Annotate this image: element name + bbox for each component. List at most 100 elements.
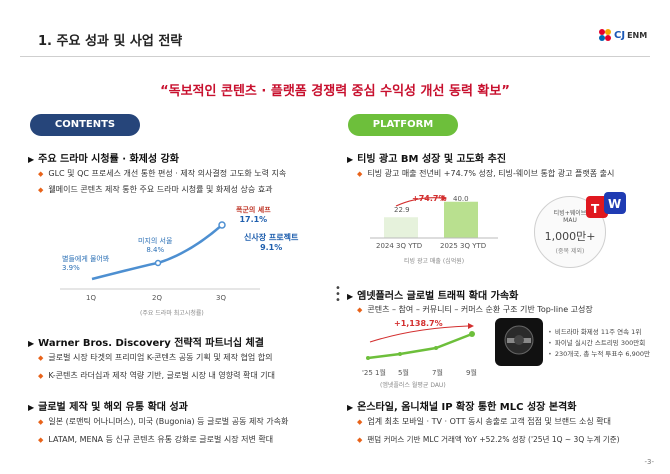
dau-x-tick-4: 9월 — [466, 369, 477, 377]
right-s3-bullet: ◆ 팬덤 커머스 기반 MLC 거래액 YoY +52.2% 성장 ('25년 1… — [357, 434, 620, 445]
dau-point-3 — [434, 346, 438, 350]
mnet-stat-3: • 230개국, 총 누적 투표수 6,900만 — [548, 348, 650, 358]
ad-growth-label: +74.7% — [412, 194, 447, 203]
bullet-icon: ◆ — [357, 306, 363, 314]
ad-value-2024: 22.9 — [394, 206, 410, 214]
drama-value-1: 3.9% — [62, 264, 80, 272]
triangle-icon: ▶ — [347, 403, 354, 412]
x-tick-2q: 2Q — [152, 294, 162, 302]
right-s2-bullet-text-0: 콘텐츠 – 참여 – 커뮤니티 – 커머스 순환 구조 기반 Top-line … — [367, 305, 593, 314]
left-section-2-title-text: Warner Bros. Discovery 전략적 파트너십 체결 — [38, 338, 264, 349]
right-s3-bullet-text-0: 업계 최초 모바일 · TV · OTT 동시 송출로 고객 접점 및 브랜드 … — [367, 417, 612, 426]
platform-pill: PLATFORM — [348, 114, 458, 136]
svg-text:T: T — [591, 202, 600, 216]
bullet-icon: ◆ — [357, 436, 363, 444]
section-divider-dots: • • • — [335, 283, 341, 306]
mnet-stat-1: • 비드라마 화제성 11주 연속 1위 — [548, 326, 641, 336]
left-s3-bullet-text-1: LATAM, MENA 등 신규 콘텐츠 유통 강화로 글로벌 시장 저변 확대 — [48, 435, 274, 444]
left-s2-bullet-text-0: 글로벌 시장 타겟의 프리미엄 K-콘텐츠 공동 기획 및 제작 협업 합의 — [48, 353, 273, 362]
drama-value-3: 17.1% — [239, 215, 268, 224]
bullet-icon: ◆ — [38, 436, 44, 444]
right-s3-bullet: ◆ 업계 최초 모바일 · TV · OTT 동시 송출로 고객 접점 및 브랜드… — [357, 416, 611, 427]
left-s2-bullet: ◆ K-콘텐츠 라더십과 제작 역량 기반, 글로벌 시장 내 영향력 확대 기대 — [38, 370, 275, 381]
left-s1-bullet-text-0: GLC 및 QC 프로세스 개선 통한 편성 · 제작 의사결정 고도화 노력 … — [48, 169, 287, 178]
drama-chart-note: (주요 드라마 최고시청률) — [140, 310, 204, 317]
cj-enm-logo: CJ ENM — [598, 28, 647, 42]
dau-growth-chart — [366, 323, 475, 360]
drama-name-4: 신사장 프로젝트 — [244, 233, 299, 242]
drama-label-1: 별들에게 물어봐 3.9% — [62, 254, 109, 272]
drama-name-1: 별들에게 물어봐 — [62, 255, 110, 263]
bullet-icon: ◆ — [38, 354, 44, 362]
small-bullet-icon: • — [548, 328, 552, 336]
drama-name-2: 미지의 서울 — [138, 237, 173, 245]
triangle-icon: ▶ — [28, 339, 35, 348]
mau-title-1: 티빙+웨이브 — [553, 210, 587, 217]
ad-caption: 티빙 광고 매출 (십억원) — [404, 256, 464, 265]
drama-point-3q — [218, 221, 226, 229]
left-s2-bullet-text-1: K-콘텐츠 라더십과 제작 역량 기반, 글로벌 시장 내 영향력 확대 기대 — [48, 371, 276, 380]
header-divider — [20, 56, 650, 57]
small-bullet-icon: • — [548, 350, 552, 358]
ad-caption-text: 티빙 광고 매출 — [404, 258, 441, 265]
dau-x-tick-1: '25 1월 — [362, 369, 386, 377]
mnet-stat-2: • 파이널 실시간 스트리밍 300만회 — [548, 337, 645, 347]
mau-note: (중복 제외) — [555, 248, 585, 255]
dau-x-tick-3: 7월 — [432, 369, 443, 377]
triangle-icon: ▶ — [347, 292, 354, 301]
dau-caption: (엠넷플러스 월평균 DAU) — [380, 382, 446, 389]
drama-label-2: 미지의 서울 8.4% — [138, 236, 172, 254]
dau-line — [367, 332, 473, 360]
mau-value: 1,000만+ — [544, 230, 596, 243]
tving-wavve-logos-icon: T W — [586, 192, 626, 218]
left-section-3-title-text: 글로벌 제작 및 해외 유통 확대 성과 — [38, 402, 188, 413]
cj-logo-icon — [599, 29, 611, 41]
show-thumbnail-icon — [504, 325, 534, 355]
right-section-2-title-text: 엠넷플러스 글로벌 트래픽 확대 가속화 — [357, 291, 519, 302]
dau-point-1 — [366, 356, 370, 360]
left-section-3-title: ▶ 글로벌 제작 및 해외 유통 확대 성과 — [28, 398, 188, 413]
bullet-icon: ◆ — [38, 170, 44, 178]
x-tick-3q: 3Q — [216, 294, 226, 302]
triangle-icon: ▶ — [347, 155, 354, 164]
right-section-3-title: ▶ 온스타일, 옴니채널 IP 확장 통한 MLC 성장 본격화 — [347, 398, 576, 413]
dau-point-2 — [398, 352, 402, 356]
drama-label-3: 폭군의 셰프 17.1% — [236, 205, 271, 224]
left-s1-bullet: ◆ 웰메이드 콘텐츠 제작 통한 주요 드라마 시청률 및 화제성 상승 효과 — [38, 184, 273, 195]
drama-value-4: 9.1% — [260, 243, 283, 252]
mau-title-2: MAU — [563, 217, 577, 224]
ad-revenue-chart — [370, 201, 498, 239]
left-section-1-title-text: 주요 드라마 시청률 · 화제성 강화 — [38, 154, 179, 165]
triangle-icon: ▶ — [28, 403, 35, 412]
ad-value-2025: 40.0 — [453, 195, 469, 203]
left-s3-bullet-text-0: 일본 (로맨틱 어나니머스), 미국 (Bugonia) 등 글로벌 공동 제작… — [48, 417, 289, 426]
dau-point-4 — [469, 331, 475, 337]
page-number: -3- — [644, 458, 654, 466]
right-section-2-title: ▶ 엠넷플러스 글로벌 트래픽 확대 가속화 — [347, 287, 518, 302]
dau-growth-arrow — [369, 325, 469, 343]
drama-value-2: 8.4% — [146, 246, 165, 254]
right-s2-bullet: ◆ 콘텐츠 – 참여 – 커뮤니티 – 커머스 순환 구조 기반 Top-line… — [357, 304, 593, 315]
drama-label-4: 신사장 프로젝트 9.1% — [244, 232, 298, 252]
drama-ratings-chart — [60, 221, 260, 290]
triangle-icon: ▶ — [28, 155, 35, 164]
contents-pill: CONTENTS — [30, 114, 140, 136]
drama-name-3: 폭군의 셰프 — [236, 206, 271, 214]
right-section-3-title-text: 온스타일, 옴니채널 IP 확장 통한 MLC 성장 본격화 — [357, 402, 577, 413]
dau-growth-label: +1,138.7% — [394, 319, 443, 328]
right-section-1-title-text: 티빙 광고 BM 성장 및 고도화 추진 — [357, 154, 507, 165]
headline: “독보적인 콘텐츠 · 플랫폼 경쟁력 중심 수익성 개선 동력 확보” — [160, 84, 510, 99]
left-section-1-title: ▶ 주요 드라마 시청률 · 화제성 강화 — [28, 150, 179, 165]
page-title: 1. 주요 성과 및 사업 전략 — [38, 34, 183, 49]
mnet-stat-2-text: 파이널 실시간 스트리밍 300만회 — [554, 339, 646, 347]
left-s3-bullet: ◆ LATAM, MENA 등 신규 콘텐츠 유통 강화로 글로벌 시장 저변 확… — [38, 434, 273, 445]
logo-enm-text: ENM — [627, 30, 648, 40]
growth-arrow-icon — [395, 195, 447, 207]
left-section-2-title: ▶ Warner Bros. Discovery 전략적 파트너십 체결 — [28, 334, 264, 349]
right-s1-bullet: ◆ 티빙 광고 매출 전년비 +74.7% 성장, 티빙-웨이브 통합 광고 플랫… — [357, 168, 614, 179]
svg-text:W: W — [608, 197, 621, 211]
ad-x-tick-2025: 2025 3Q YTD — [440, 242, 487, 250]
ad-bar-2025 — [444, 201, 478, 238]
left-s2-bullet: ◆ 글로벌 시장 타겟의 프리미엄 K-콘텐츠 공동 기획 및 제작 협업 합의 — [38, 352, 272, 363]
dau-x-tick-2: 5월 — [398, 369, 409, 377]
